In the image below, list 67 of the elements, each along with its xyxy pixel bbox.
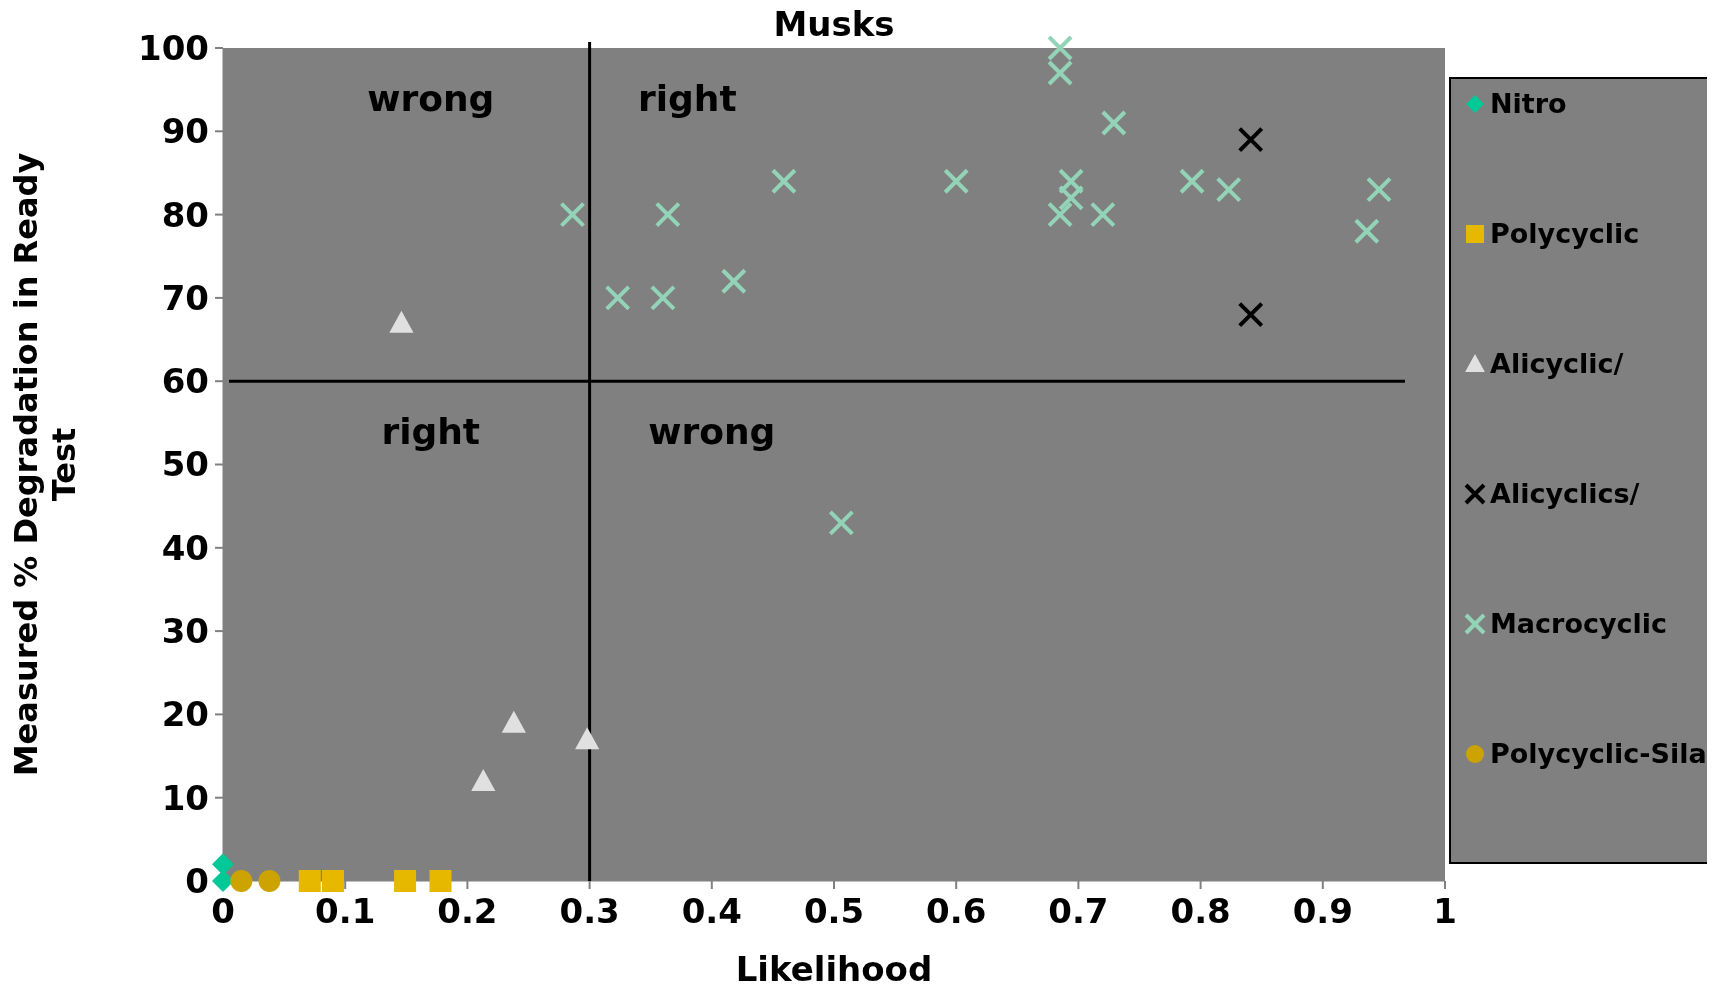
x-tick-label: 0.5 xyxy=(803,891,865,931)
annotation: wrong xyxy=(648,410,776,452)
point xyxy=(1366,176,1393,203)
point xyxy=(654,201,681,228)
y-tick-label: 10 xyxy=(161,777,209,818)
y-axis-title: Measured % Degradation in Ready Test xyxy=(7,152,83,777)
point xyxy=(321,870,344,892)
point xyxy=(298,870,321,892)
y-tick-label: 100 xyxy=(138,27,209,68)
x-tick-label: 1 xyxy=(1433,891,1457,931)
y-tick-label: 0 xyxy=(185,860,209,901)
x-tick-label: 0.8 xyxy=(1170,891,1231,931)
point xyxy=(1047,59,1074,86)
point xyxy=(559,201,586,228)
annotation: right xyxy=(381,410,481,452)
legend-label: Alicyclic/ xyxy=(1490,348,1624,380)
y-tick-label: 40 xyxy=(161,527,209,568)
y-tick-label: 70 xyxy=(161,277,209,318)
point xyxy=(1179,168,1206,195)
legend-label: Polycyclic-Sila xyxy=(1490,738,1707,770)
point xyxy=(1089,201,1116,228)
x-tick-label: 0 xyxy=(211,891,235,931)
legend-label: Alicyclics/ xyxy=(1490,478,1640,510)
x-tick-label: 0.1 xyxy=(315,891,376,931)
x-axis-title: Likelihood xyxy=(735,949,933,989)
point xyxy=(1058,168,1085,195)
point xyxy=(1100,109,1127,136)
point xyxy=(230,870,253,892)
point xyxy=(828,509,855,536)
point xyxy=(1215,176,1242,203)
point xyxy=(1353,218,1380,245)
y-tick-label: 80 xyxy=(161,194,209,235)
point xyxy=(212,853,234,876)
legend-label: Nitro xyxy=(1490,88,1567,120)
point xyxy=(1058,184,1085,211)
point xyxy=(389,310,414,333)
point xyxy=(1237,301,1264,328)
point xyxy=(604,284,631,311)
point xyxy=(258,870,281,892)
point xyxy=(1047,35,1074,61)
y-tick-label: 20 xyxy=(161,694,209,735)
point xyxy=(1047,201,1074,228)
point xyxy=(429,870,452,892)
point xyxy=(1237,126,1264,153)
y-tick-label: 50 xyxy=(161,444,209,485)
x-tick-label: 0.6 xyxy=(926,891,987,931)
legend-label: Macrocyclic xyxy=(1490,608,1668,640)
x-tick-label: 0.3 xyxy=(559,891,620,931)
y-tick-label: 30 xyxy=(161,611,209,651)
point xyxy=(501,710,526,733)
point xyxy=(943,168,970,195)
point xyxy=(770,168,797,195)
x-tick-label: 0.9 xyxy=(1292,891,1353,931)
point xyxy=(720,268,747,295)
annotation: right xyxy=(638,77,737,119)
x-tick-label: 0.2 xyxy=(437,891,498,931)
point xyxy=(394,870,417,892)
y-tick-label: 60 xyxy=(161,361,209,402)
legend-label: Polycyclic xyxy=(1490,218,1640,250)
point xyxy=(471,768,496,791)
x-tick-label: 0.4 xyxy=(681,891,742,931)
x-tick-label: 0.7 xyxy=(1048,891,1109,931)
point xyxy=(575,727,600,750)
annotation: wrong xyxy=(367,77,495,119)
chart-title: Musks xyxy=(773,4,895,44)
point xyxy=(649,284,676,311)
y-tick-label: 90 xyxy=(161,111,209,152)
